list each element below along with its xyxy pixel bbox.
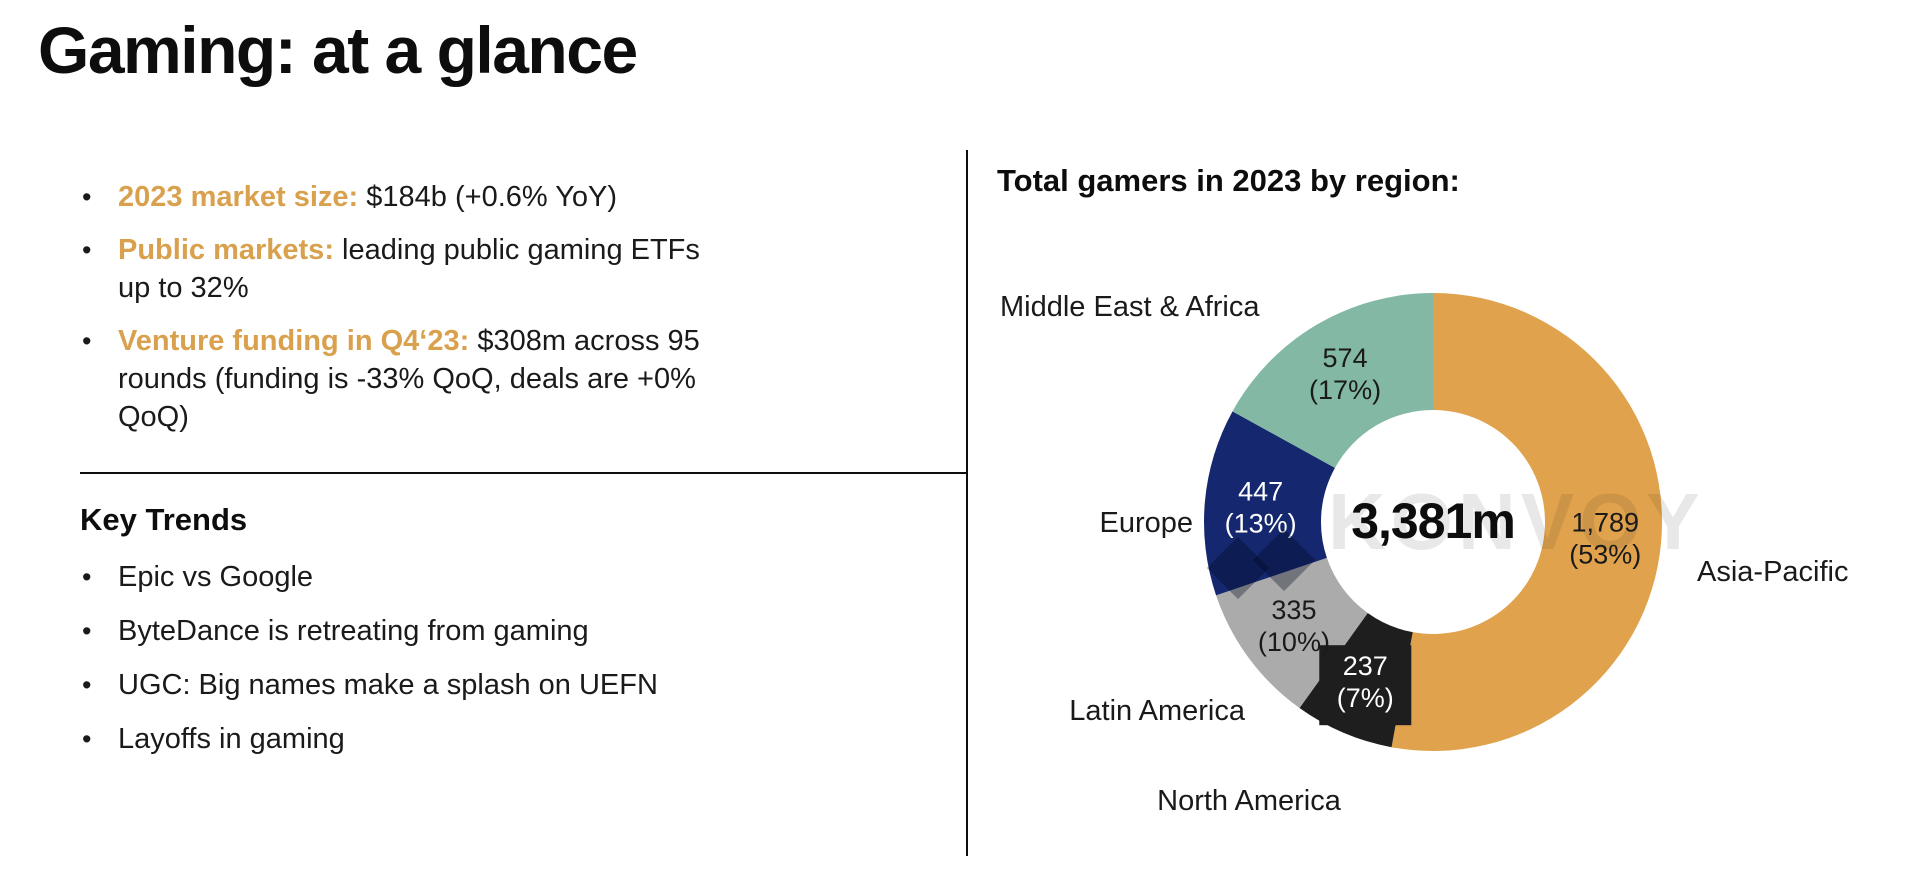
- bullet-public-markets-lead: Public markets:: [118, 234, 334, 266]
- donut-segment-europe: [1204, 411, 1335, 596]
- segment-value-label-latin-america: (10%): [1258, 627, 1330, 657]
- bullet-venture-funding-text: $308m across 95 rounds (funding is -33% …: [118, 325, 700, 433]
- region-label-middle-east-africa: Middle East & Africa: [1000, 291, 1260, 323]
- donut-chart: 1,789 (53%) 237 (7%) 335 (10%) 447 (13%) 574 (17%…: [1000, 220, 1920, 873]
- trend-epic-vs-google: Epic vs Google: [80, 562, 658, 594]
- segment-value-label-latin-america: 335: [1271, 595, 1316, 625]
- region-label-europe: Europe: [1099, 507, 1193, 539]
- chart-title: Total gamers in 2023 by region:: [997, 163, 1460, 198]
- segment-value-label-europe: 447: [1238, 477, 1283, 507]
- segment-value-label-middle-east-africa: (17%): [1309, 375, 1381, 405]
- vertical-divider: [966, 150, 968, 856]
- bullet-market-size: 2023 market size: $184b (+0.6% YoY): [80, 178, 820, 216]
- bullet-venture-funding: Venture funding in Q4‘23: $308m across 9…: [80, 322, 752, 436]
- segment-value-label-asia-pacific: 1,789: [1571, 508, 1639, 538]
- segment-value-label-north-america: 237: [1343, 651, 1388, 681]
- segment-label-bg-north-america: [1319, 645, 1412, 726]
- key-trends-heading: Key Trends: [80, 502, 248, 537]
- region-label-asia-pacific: Asia-Pacific: [1697, 556, 1849, 588]
- donut-chart-svg: 1,789(53%) 237(7%) 335(10%) 447(13%) 574(17%…: [1204, 293, 1662, 751]
- segment-value-label-europe: (13%): [1225, 509, 1297, 539]
- bullet-market-size-text: $184b (+0.6% YoY): [358, 181, 618, 213]
- key-trends-list: Epic vs Google ByteDance is retreating f…: [80, 562, 658, 778]
- overview-bullet-list: 2023 market size: $184b (+0.6% YoY) Publ…: [80, 178, 820, 451]
- trend-layoffs: Layoffs in gaming: [80, 724, 658, 756]
- bullet-public-markets-text: leading public gaming ETFs up to 32%: [118, 234, 700, 304]
- segment-value-label-north-america: (7%): [1337, 683, 1394, 713]
- page-title: Gaming: at a glance: [38, 13, 638, 87]
- donut-segment-middle-east-africa: [1232, 293, 1433, 468]
- horizontal-divider: [80, 472, 967, 474]
- donut-segment-asia-pacific: [1391, 293, 1662, 751]
- chart-center-total: 3,381m: [1351, 493, 1516, 549]
- trend-bytedance: ByteDance is retreating from gaming: [80, 616, 658, 648]
- region-label-north-america: North America: [1157, 785, 1341, 817]
- region-label-latin-america: Latin America: [1069, 695, 1245, 727]
- bullet-public-markets: Public markets: leading public gaming ET…: [80, 231, 725, 307]
- bullet-market-size-lead: 2023 market size:: [118, 181, 359, 213]
- bullet-venture-funding-lead: Venture funding in Q4‘23:: [118, 325, 470, 357]
- segment-value-label-asia-pacific: (53%): [1569, 540, 1641, 570]
- segment-value-label-middle-east-africa: 574: [1323, 343, 1368, 373]
- donut-segment-latin-america: [1216, 557, 1368, 709]
- trend-ugc-uefn: UGC: Big names make a splash on UEFN: [80, 670, 658, 702]
